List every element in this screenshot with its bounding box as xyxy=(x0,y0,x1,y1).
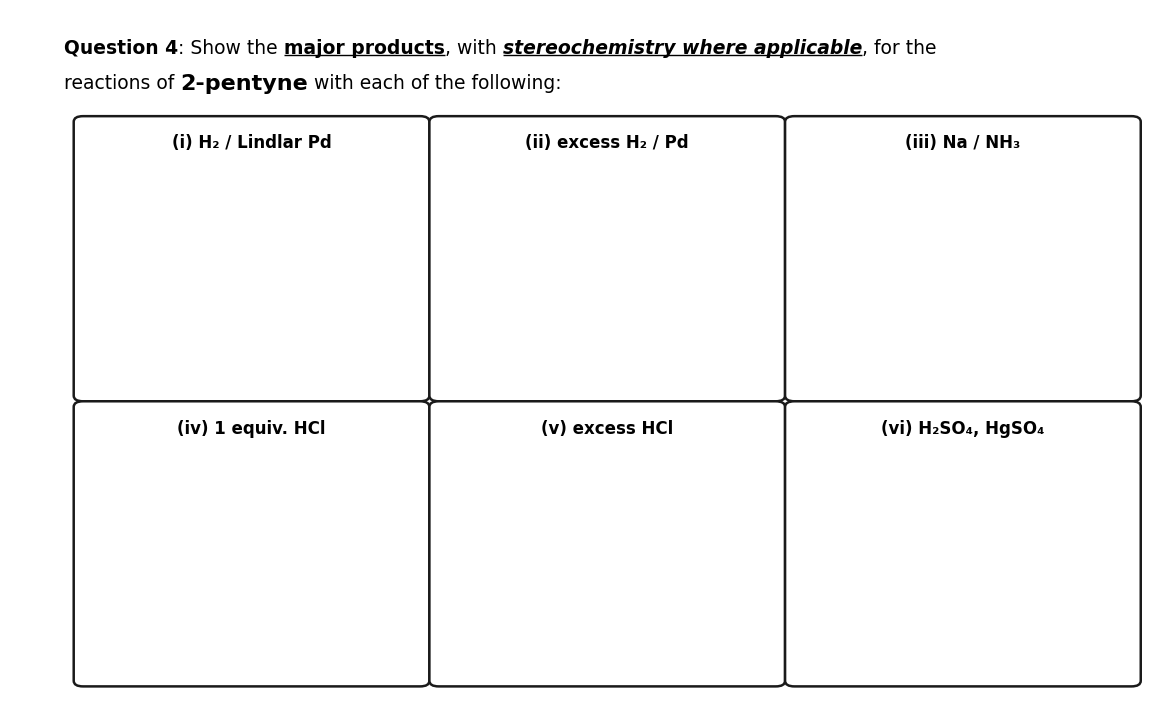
Text: major products: major products xyxy=(284,39,445,58)
Text: : Show the: : Show the xyxy=(179,39,284,58)
Text: (vi) H₂SO₄, HgSO₄: (vi) H₂SO₄, HgSO₄ xyxy=(881,420,1045,438)
Text: with each of the following:: with each of the following: xyxy=(309,74,562,93)
Text: 2-pentyne: 2-pentyne xyxy=(180,74,309,94)
Text: , with: , with xyxy=(445,39,503,58)
Text: (i) H₂ / Lindlar Pd: (i) H₂ / Lindlar Pd xyxy=(172,134,331,153)
Text: (iii) Na / NH₃: (iii) Na / NH₃ xyxy=(906,134,1020,153)
Text: , for the: , for the xyxy=(862,39,937,58)
Text: Question 4: Question 4 xyxy=(64,39,179,58)
Text: reactions of: reactions of xyxy=(64,74,180,93)
Text: (v) excess HCl: (v) excess HCl xyxy=(541,420,674,438)
Text: (iv) 1 equiv. HCl: (iv) 1 equiv. HCl xyxy=(178,420,325,438)
Text: (ii) excess H₂ / Pd: (ii) excess H₂ / Pd xyxy=(525,134,689,153)
Text: stereochemistry where applicable: stereochemistry where applicable xyxy=(503,39,862,58)
